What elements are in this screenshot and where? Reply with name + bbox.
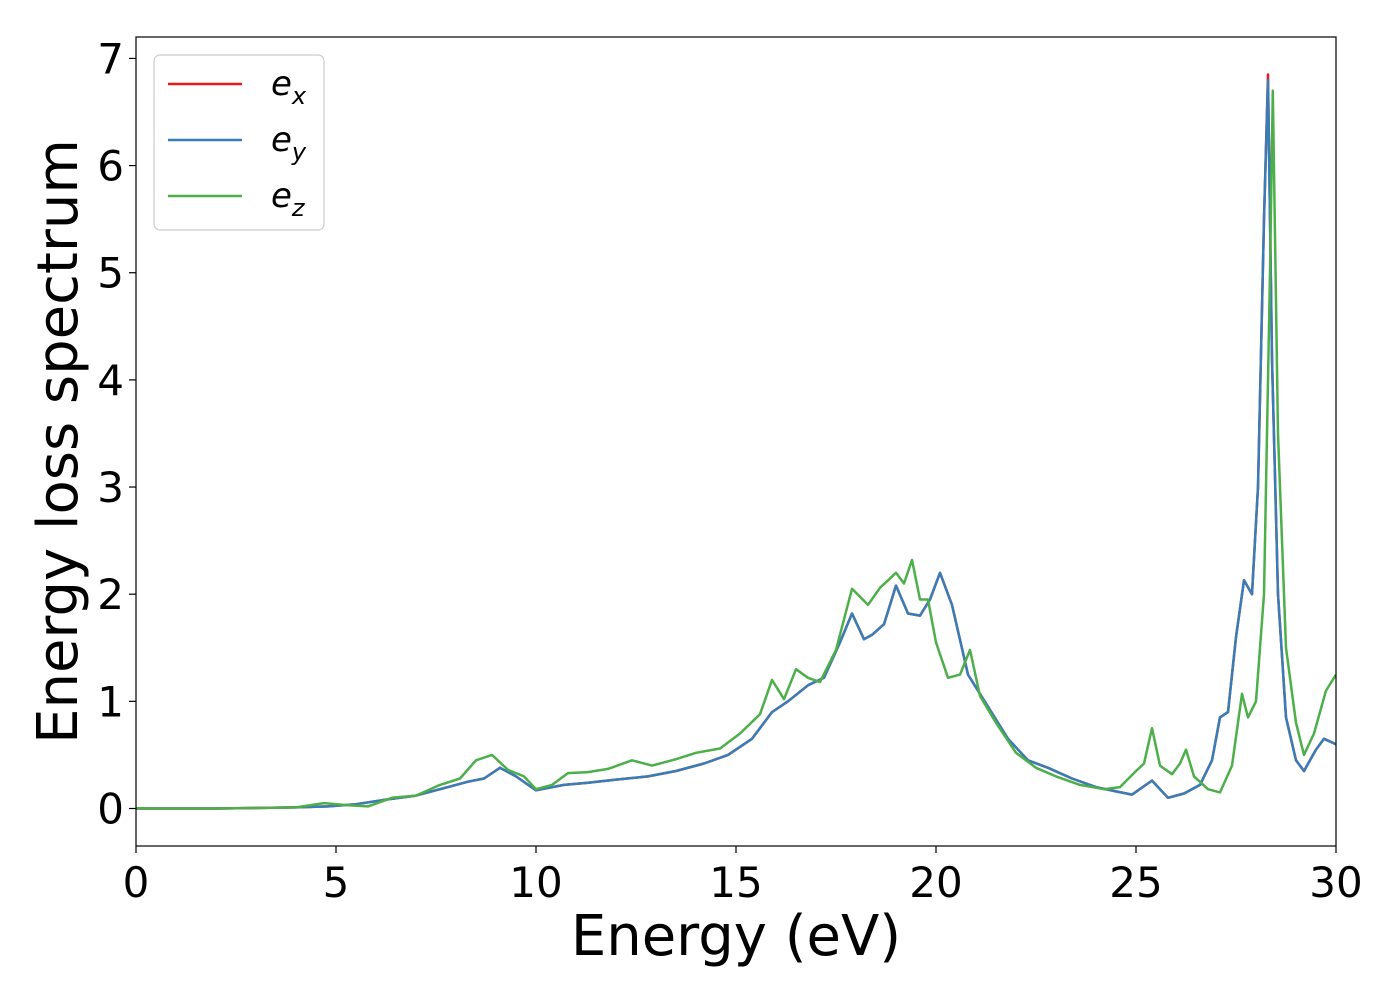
series-line-ey (136, 78, 1336, 810)
x-axis-ticks: 0 5 10 15 20 25 30 (123, 846, 1363, 907)
y-tick-label: 2 (97, 570, 124, 619)
series-line-ez (136, 89, 1336, 810)
legend-box (153, 54, 325, 231)
x-tick-label: 10 (509, 858, 562, 907)
legend-label: ey (271, 120, 307, 166)
x-tick-label: 20 (909, 858, 962, 907)
y-tick-label: 0 (97, 784, 124, 833)
x-tick-label: 25 (1109, 858, 1162, 907)
legend: ex ey ez (153, 54, 325, 231)
y-tick-label: 3 (97, 463, 124, 512)
y-axis-label: Energy loss spectrum (26, 139, 91, 744)
y-tick-label: 6 (97, 142, 124, 191)
x-axis-label: Energy (eV) (571, 904, 901, 969)
y-axis-ticks: 0 1 2 3 4 5 6 7 (97, 34, 136, 833)
legend-label: ex (271, 64, 307, 110)
x-tick-label: 15 (709, 858, 762, 907)
y-tick-label: 7 (97, 34, 124, 83)
legend-label: ez (271, 176, 306, 222)
y-tick-label: 5 (97, 249, 124, 298)
x-tick-label: 30 (1309, 858, 1362, 907)
y-tick-label: 1 (97, 677, 124, 726)
x-tick-label: 5 (323, 858, 350, 907)
x-tick-label: 0 (123, 858, 150, 907)
y-tick-label: 4 (97, 356, 124, 405)
series-layer (136, 73, 1336, 810)
